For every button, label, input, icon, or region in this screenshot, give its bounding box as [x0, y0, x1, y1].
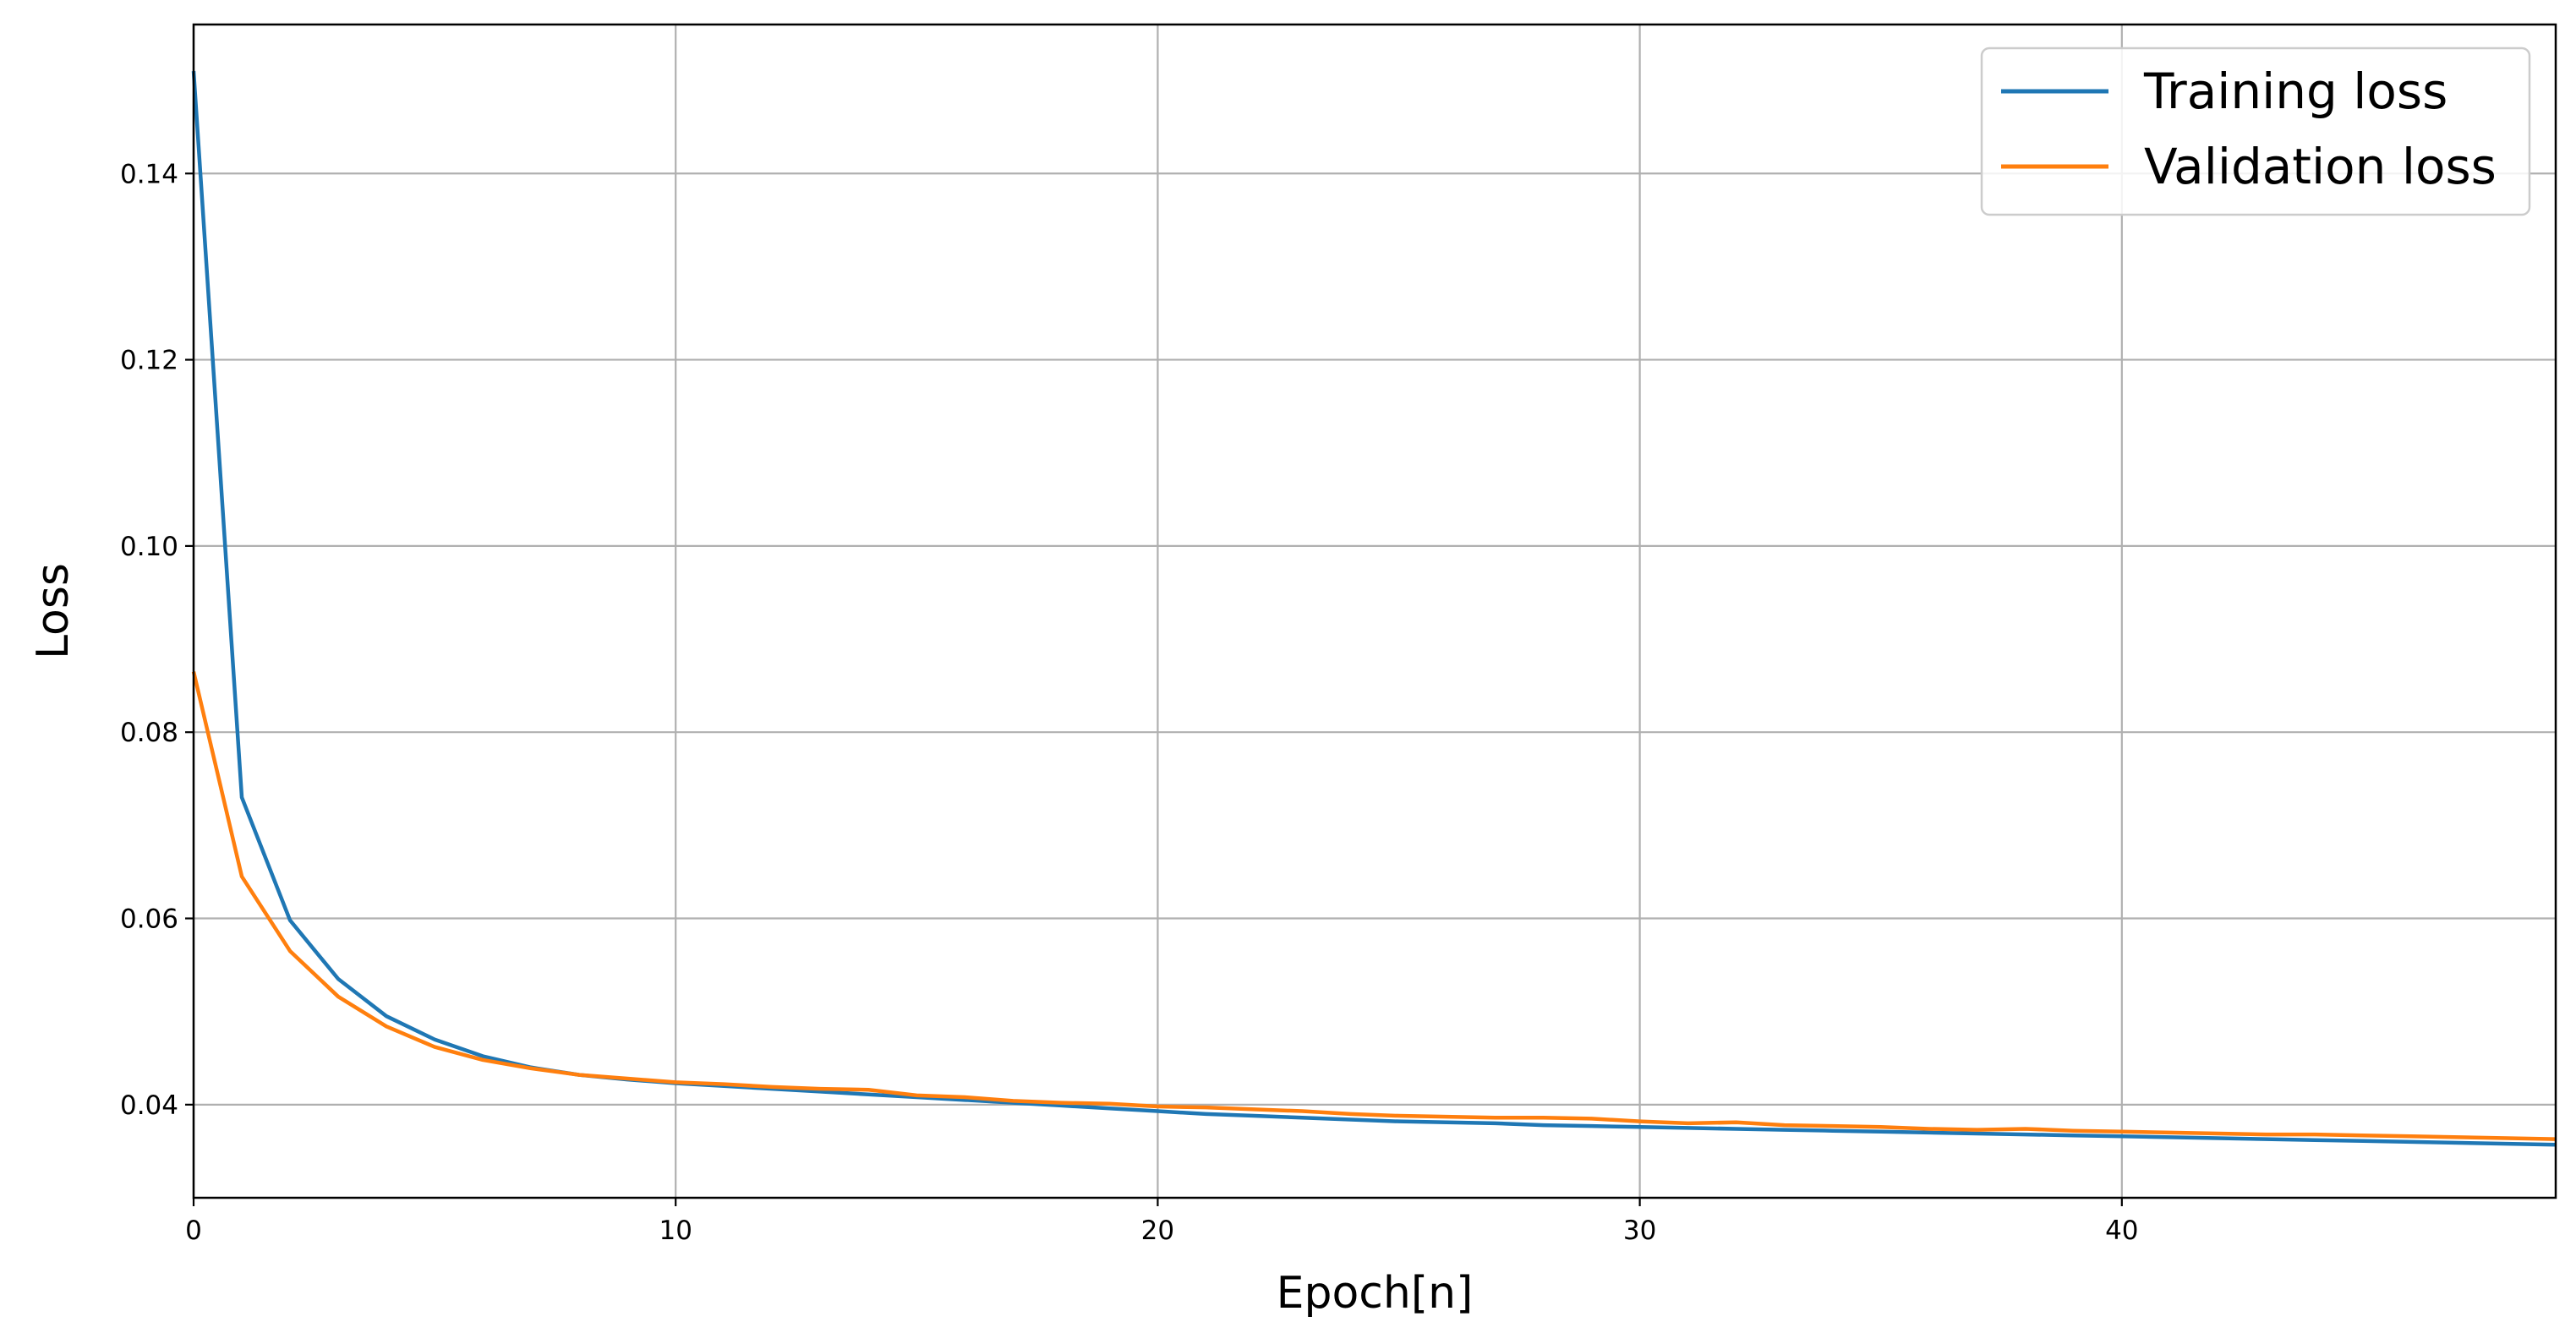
series-lines	[191, 70, 2557, 1147]
y-tick-label: 0.08	[120, 718, 178, 748]
legend: Training loss Validation loss	[1980, 46, 2531, 216]
x-tick-label: 30	[1623, 1216, 1656, 1246]
legend-validation-loss-label: Validation loss	[2144, 138, 2497, 195]
x-tick-label: 40	[2105, 1216, 2138, 1246]
x-tick-label: 10	[659, 1216, 692, 1246]
series-line-validation-loss	[191, 671, 2557, 1141]
x-axis-label: Epoch[n]	[1277, 1268, 1474, 1319]
y-tick-label: 0.14	[120, 159, 178, 189]
x-tick-label: 0	[185, 1216, 202, 1246]
y-tick-label: 0.06	[120, 904, 178, 935]
legend-box	[1980, 46, 2531, 216]
axis-ticks: 0 10 20 30 40 0.04 0.06 0.08 0.10 0.12 0.14	[120, 159, 2139, 1246]
y-tick-label: 0.12	[120, 346, 178, 376]
axes-frame	[192, 23, 2557, 1199]
legend-training-loss-label: Training loss	[2143, 63, 2447, 120]
x-tick-label: 20	[1141, 1216, 1174, 1246]
y-tick-label: 0.04	[120, 1090, 178, 1121]
y-tick-label: 0.10	[120, 532, 178, 562]
y-axis-label: Loss	[28, 563, 79, 659]
